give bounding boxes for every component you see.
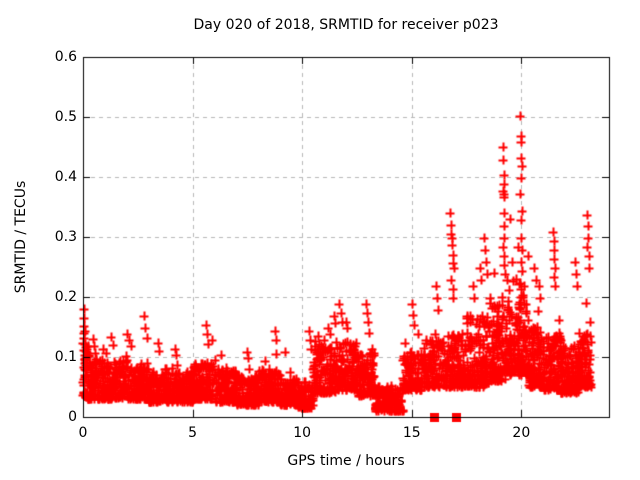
y-tick-label: 0.1 xyxy=(54,349,77,365)
y-tick-label: 0.5 xyxy=(54,109,77,125)
y-tick-label: 0.3 xyxy=(54,229,77,245)
x-tick-label: 0 xyxy=(78,425,88,441)
y-axis-label: SRMTID / TECUs xyxy=(13,180,29,294)
chart-title: Day 020 of 2018, SRMTID for receiver p02… xyxy=(193,17,499,33)
x-tick-label: 20 xyxy=(512,425,531,441)
x-tick-label: 10 xyxy=(293,425,312,441)
y-tick-label: 0.6 xyxy=(54,49,77,65)
x-axis-label: GPS time / hours xyxy=(287,453,405,469)
x-tick-label: 5 xyxy=(188,425,198,441)
y-tick-label: 0.2 xyxy=(54,289,77,305)
y-tick-label: 0 xyxy=(68,409,77,425)
y-tick-label: 0.4 xyxy=(54,169,77,185)
x-tick-label: 15 xyxy=(402,425,421,441)
